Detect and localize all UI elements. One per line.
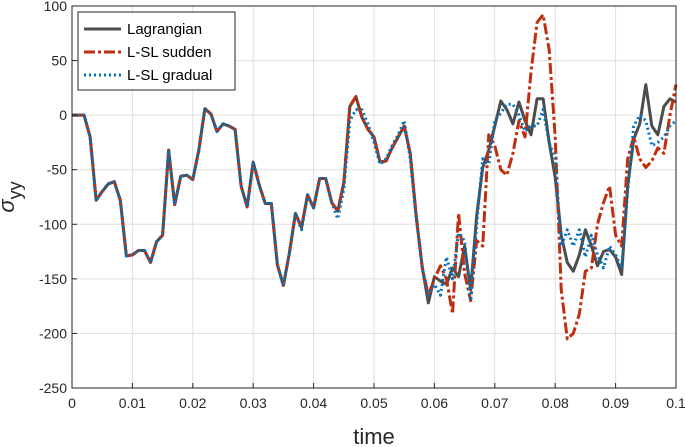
y-axis-label: σyy bbox=[0, 181, 25, 212]
y-tick-label: -150 bbox=[39, 271, 67, 287]
x-tick-label: 0.01 bbox=[119, 395, 146, 411]
svg-text:σyy: σyy bbox=[0, 181, 25, 212]
x-tick-label: 0 bbox=[68, 395, 76, 411]
x-tick-label: 0.06 bbox=[421, 395, 448, 411]
y-tick-label: -250 bbox=[39, 380, 67, 396]
y-tick-label: -100 bbox=[39, 216, 67, 232]
x-tick-label: 0.1 bbox=[666, 395, 685, 411]
y-axis-label-symbol: σ bbox=[0, 199, 19, 213]
x-tick-label: 0.02 bbox=[179, 395, 206, 411]
x-tick-label: 0.08 bbox=[542, 395, 569, 411]
y-tick-label: 100 bbox=[44, 0, 68, 14]
x-tick-label: 0.09 bbox=[602, 395, 629, 411]
x-tick-label: 0.03 bbox=[240, 395, 267, 411]
legend-label-lsl-sudden: L-SL sudden bbox=[127, 44, 212, 61]
y-tick-label: -50 bbox=[47, 162, 67, 178]
legend-label-lsl-gradual: L-SL gradual bbox=[127, 67, 212, 84]
y-tick-label: 50 bbox=[51, 53, 67, 69]
series-layer bbox=[72, 13, 678, 341]
y-tick-label: 0 bbox=[59, 107, 67, 123]
x-axis-label: time bbox=[353, 424, 395, 447]
series-line-l-sl-sudden bbox=[72, 13, 678, 341]
x-tick-label: 0.05 bbox=[360, 395, 387, 411]
legend-label-lagrangian: Lagrangian bbox=[127, 21, 202, 38]
y-axis-label-subscript: yy bbox=[5, 181, 25, 199]
y-tick-label: -200 bbox=[39, 325, 67, 341]
legend: Lagrangian L-SL sudden L-SL gradual bbox=[77, 11, 236, 91]
axis-ticks: 0 0.01 0.02 0.03 0.04 0.05 0.06 0.07 0.08 0.09 0.1… bbox=[39, 0, 685, 411]
x-tick-label: 0.07 bbox=[481, 395, 508, 411]
x-tick-label: 0.04 bbox=[300, 395, 327, 411]
